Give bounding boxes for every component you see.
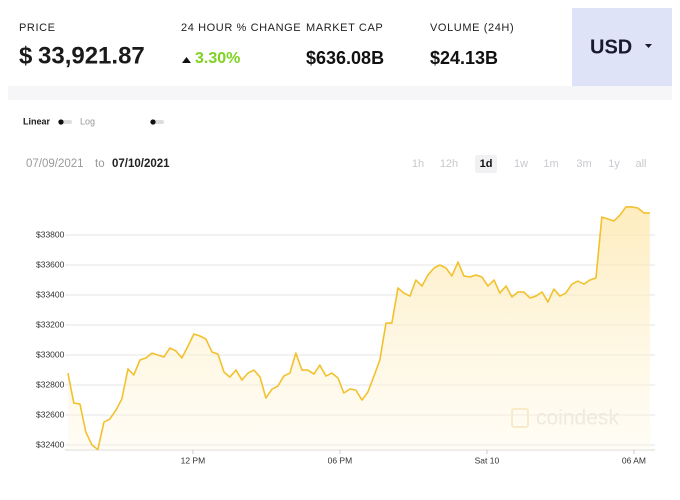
y-tick-label: $32800 (36, 379, 65, 389)
linear-toggle[interactable]: Linear (23, 116, 51, 126)
change-label: 24 HOUR % CHANGE (181, 22, 301, 34)
currency-box[interactable] (572, 8, 672, 86)
toggle-knob (150, 119, 156, 125)
range-button[interactable]: 1h (412, 158, 424, 170)
x-tick-label: 12 PM (181, 455, 206, 465)
range-button[interactable]: 12h (440, 158, 458, 170)
x-tick-label: 06 AM (622, 455, 646, 465)
range-buttons: 1h 12h 1d 1w 1m 3m 1y all (412, 155, 647, 173)
y-tick-label: $33000 (36, 349, 65, 359)
price: 33,921.87 (38, 42, 145, 69)
x-tick-label: Sat 10 (475, 455, 500, 465)
date-to[interactable]: 07/10/2021 (112, 158, 170, 170)
y-tick-label: $33400 (36, 289, 65, 299)
date-from[interactable]: 07/09/2021 (26, 158, 84, 170)
market-cap: $636.08B (306, 48, 384, 68)
price-label: PRICE (19, 22, 56, 34)
range-button[interactable]: 1w (514, 158, 528, 170)
market-cap-label: MARKET CAP (306, 22, 383, 34)
currency-select[interactable]: USD (572, 8, 672, 86)
caret (645, 44, 652, 48)
range-button[interactable]: 1d (480, 158, 493, 170)
range-selected-bg (475, 155, 497, 173)
header-shadow (8, 86, 672, 100)
y-tick-label: $33200 (36, 319, 65, 329)
up-arrow (182, 57, 191, 63)
y-tick-label: $33800 (36, 229, 65, 239)
y-tick-label: $32400 (36, 439, 65, 449)
range-button[interactable]: 3m (576, 158, 591, 170)
y-tick-label: $32600 (36, 409, 65, 419)
area (67, 206, 650, 450)
date-to-word: to (95, 158, 105, 170)
change: 3.30% (195, 50, 240, 67)
y-tick-label: $33600 (36, 259, 65, 269)
range-button[interactable]: 1m (543, 158, 558, 170)
plot: $32400 $32600 $32800 $33000 $33200 $33400 $336… (36, 206, 655, 465)
volume-label: VOLUME (24H) (430, 22, 514, 34)
x-tick-label: 06 PM (328, 455, 353, 465)
range-button[interactable]: 1y (608, 158, 620, 170)
price-line (67, 206, 650, 451)
price-currency: $ (19, 42, 33, 69)
toggle-knob (58, 119, 64, 125)
log-toggle[interactable]: Log (80, 116, 95, 126)
volume: $24.13B (430, 48, 498, 68)
currency[interactable]: USD (590, 36, 632, 58)
range-button[interactable]: all (635, 158, 646, 170)
